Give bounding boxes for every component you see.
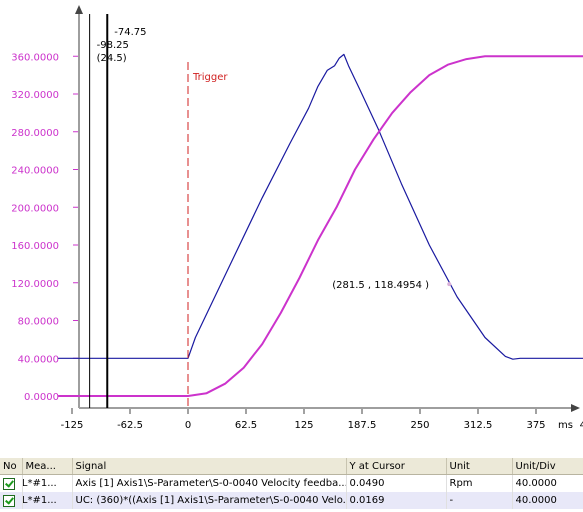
column-header-signal[interactable]: Signal	[72, 458, 347, 475]
series-line-1[interactable]	[58, 53, 583, 360]
point-readout: (281.5 , 118.4954 )	[332, 280, 429, 291]
y-axis-arrow-icon	[75, 5, 83, 14]
measurement-cell: 1*L*#1...	[22, 474, 73, 492]
trigger-label: Trigger	[192, 72, 228, 83]
x-tick-label: 187.5	[348, 420, 377, 431]
y-tick-label: 160.0000	[11, 241, 59, 252]
series-line-2[interactable]	[58, 55, 583, 397]
point-marker	[447, 282, 452, 287]
signal-cell: Axis [1] Axis1\S-Parameter\S-0-0040 Velo…	[72, 474, 347, 492]
unit-div-cell: 40.0000	[512, 492, 583, 509]
x-tick-label: 62.5	[235, 420, 257, 431]
x-tick-label: 125	[294, 420, 313, 431]
measurement-label: *L*#1...	[22, 495, 57, 506]
row-no-cell[interactable]	[0, 492, 23, 509]
x-tick-label: 437.5	[580, 420, 583, 431]
cursor-1-label: -98.25	[97, 40, 129, 51]
unit-cell: -	[446, 492, 513, 509]
x-tick-label: 0	[185, 420, 191, 431]
y-tick-label: 320.0000	[11, 90, 59, 101]
y-tick-label: 280.0000	[11, 128, 59, 139]
column-header-no[interactable]: No	[0, 458, 23, 475]
column-header-y-at-cursor[interactable]: Y at Cursor	[346, 458, 447, 475]
table-row[interactable]: 1*L*#1... Axis [1] Axis1\S-Parameter\S-0…	[0, 474, 583, 492]
column-header-unit-div[interactable]: Unit/Div	[512, 458, 583, 475]
y-tick-label: 360.0000	[11, 52, 59, 63]
x-axis-arrow-icon	[571, 404, 580, 412]
x-tick-label: -125	[61, 420, 84, 431]
y-tick-label: 120.0000	[11, 279, 59, 290]
signal-cell: UC: (360)*((Axis [1] Axis1\S-Parameter\S…	[72, 492, 347, 509]
y-tick-label: 80.0000	[18, 317, 59, 328]
y-at-cursor-cell: 0.0490	[346, 474, 447, 492]
x-tick-label: 312.5	[464, 420, 493, 431]
measurement-label: *L*#1...	[22, 478, 57, 489]
y-tick-label: 40.0000	[18, 354, 59, 365]
x-axis-unit: ms	[558, 420, 573, 431]
y-tick-label: 240.0000	[11, 166, 59, 177]
measurement-cell: 2*L*#1...	[22, 492, 73, 509]
x-tick-label: -62.5	[117, 420, 143, 431]
unit-div-cell: 40.0000	[512, 474, 583, 492]
signal-table: No Mea... Signal Y at Cursor Unit Unit/D…	[0, 458, 583, 509]
chart-plot[interactable]: 0.0000 40.0000 80.0000 120.0000 160.0000 200.…	[0, 0, 583, 456]
checkbox[interactable]	[3, 494, 15, 507]
table-row[interactable]: 2*L*#1... UC: (360)*((Axis [1] Axis1\S-P…	[0, 492, 583, 509]
cursor-delta-label: (24.5)	[97, 53, 127, 64]
y-tick-label: 0.0000	[24, 392, 59, 403]
x-tick-label: 375	[526, 420, 545, 431]
column-header-measurement[interactable]: Mea...	[22, 458, 73, 475]
row-no-cell[interactable]	[0, 474, 23, 492]
cursor-2-label: -74.75	[114, 27, 146, 38]
column-header-unit[interactable]: Unit	[446, 458, 513, 475]
unit-cell: Rpm	[446, 474, 513, 492]
y-tick-label: 200.0000	[11, 203, 59, 214]
checkbox[interactable]	[3, 477, 15, 490]
y-at-cursor-cell: 0.0169	[346, 492, 447, 509]
x-tick-label: 250	[410, 420, 429, 431]
